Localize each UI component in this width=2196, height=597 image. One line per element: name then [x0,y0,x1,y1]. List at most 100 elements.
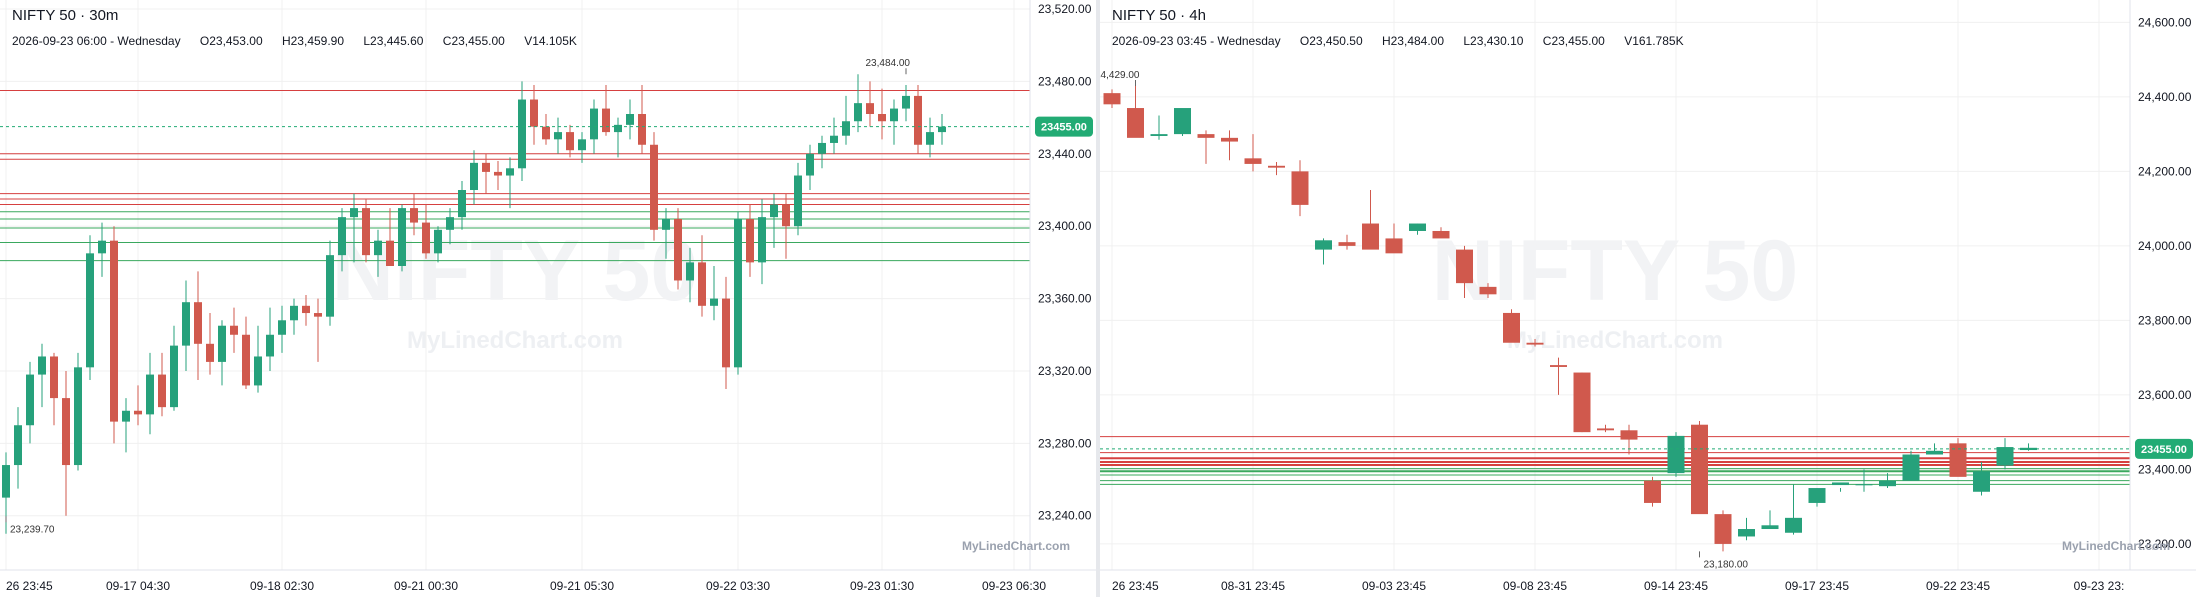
x-tick-label: 26 23:45 [6,579,53,593]
candle-body [674,218,682,281]
x-tick-label: 09-17 23:45 [1785,579,1849,593]
candle [158,352,166,417]
candle [218,320,226,386]
candle-body [62,398,70,466]
low-value: L23,445.60 [363,34,424,48]
candle [314,298,322,362]
candle-body [38,356,46,375]
candle-body [1832,482,1849,486]
candle [134,385,142,426]
x-tick-label: 09-22 23:45 [1926,579,1990,593]
y-tick-label: 24,000.00 [2138,239,2192,253]
candle [122,398,130,453]
candle [1503,309,1520,343]
candle [62,370,70,516]
candle-body [662,218,670,230]
candle-body [506,168,514,176]
candle-body [542,126,550,140]
x-axis: 26 23:45 09-17 04:30 09-18 02:30 09-21 00:3… [0,569,1096,593]
candle-body [746,218,754,263]
candle [758,199,766,285]
candle-body [1550,365,1567,367]
candle [1479,283,1497,299]
chart-panel-4h[interactable]: NIFTY 50 · 4h 2026-09-23 03:45 - Wednesd… [1100,0,2196,597]
x-tick-label: 26 23:45 [1112,579,1159,593]
candle-body [1526,342,1544,345]
candle [1221,130,1238,161]
annotation-label: 23,239.70 [10,524,55,535]
candle [830,117,838,154]
candle-body [470,162,478,190]
candle-body [830,135,838,143]
candle [38,343,46,408]
candle-body [1479,286,1497,295]
candle-body [890,108,898,122]
candle-body [86,253,94,368]
candle [1785,484,1802,535]
candle [818,135,826,169]
x-axis: 26 23:45 08-31 23:45 09-03 23:45 09-08 23:4… [1100,569,2196,593]
candle [1409,223,1426,235]
candle-body [374,240,382,256]
candle-body [14,425,22,466]
chart-panel-30m[interactable]: NIFTY 50 · 30m 2026-09-23 06:00 - Wednes… [0,0,1096,597]
x-tick-label: 09-17 04:30 [106,579,170,593]
chart-title: NIFTY 50 · 30m [12,7,119,24]
candle [1620,424,1638,455]
date-label: 2026-09-23 03:45 - Wednesday [1112,34,1281,48]
candle-body [278,320,286,335]
candle [1667,432,1685,477]
candle-body [1456,249,1473,284]
y-tick-label: 23,360.00 [1038,292,1092,306]
candle-body [266,334,274,357]
candle-body [206,343,214,362]
candle [86,235,94,380]
candlestick-chart[interactable]: NIFTY 50 MyLinedChart.com 24,429.00 23,180.… [1100,0,2196,597]
panel-divider[interactable] [1096,0,1100,597]
candle [902,85,910,122]
candle-body [1691,424,1708,515]
x-tick-label: 09-21 05:30 [550,579,614,593]
candle-body [1644,480,1661,503]
candle-body [926,132,934,145]
watermark-symbol: NIFTY 50 [332,223,698,319]
price-tag-value: 23455.00 [1041,122,1087,134]
candlestick-chart[interactable]: NIFTY 50 MyLinedChart.com 23,484.00 23,239.… [0,0,1096,597]
candle-body [1573,372,1591,433]
candle [1174,108,1191,136]
y-tick-label: 23,200.00 [2138,537,2192,551]
candle [446,208,454,245]
candle [734,211,742,375]
brand-label: MyLinedChart.com [962,539,1070,553]
candle-body [758,217,766,263]
candle-body [1503,312,1520,343]
candle [698,235,706,317]
y-tick-label: 23,400.00 [2138,462,2192,476]
candle-body [314,313,322,317]
candle [662,208,670,259]
candle-body [626,114,634,125]
open-value: O23,450.50 [1299,34,1363,48]
candle [1127,86,1144,138]
candle-body [686,262,694,281]
candle [1808,488,1826,507]
candle [470,150,478,205]
candle [1949,438,1967,477]
candle-body [1268,165,1285,168]
candle-body [782,204,790,227]
price-tag-value: 23455.00 [2141,444,2187,456]
candle [842,95,850,145]
candle [98,222,106,277]
y-tick-label: 23,600.00 [2138,388,2192,402]
candle [878,88,886,140]
candle [206,313,214,375]
candle [2020,443,2037,451]
candle-body [722,298,730,368]
candle-body [1315,240,1332,250]
y-tick-label: 24,200.00 [2138,164,2192,178]
volume-value: V14.105K [524,34,577,48]
candle-body [230,325,238,335]
candle [1338,234,1356,250]
candle [1996,438,2014,470]
candle [794,162,802,236]
